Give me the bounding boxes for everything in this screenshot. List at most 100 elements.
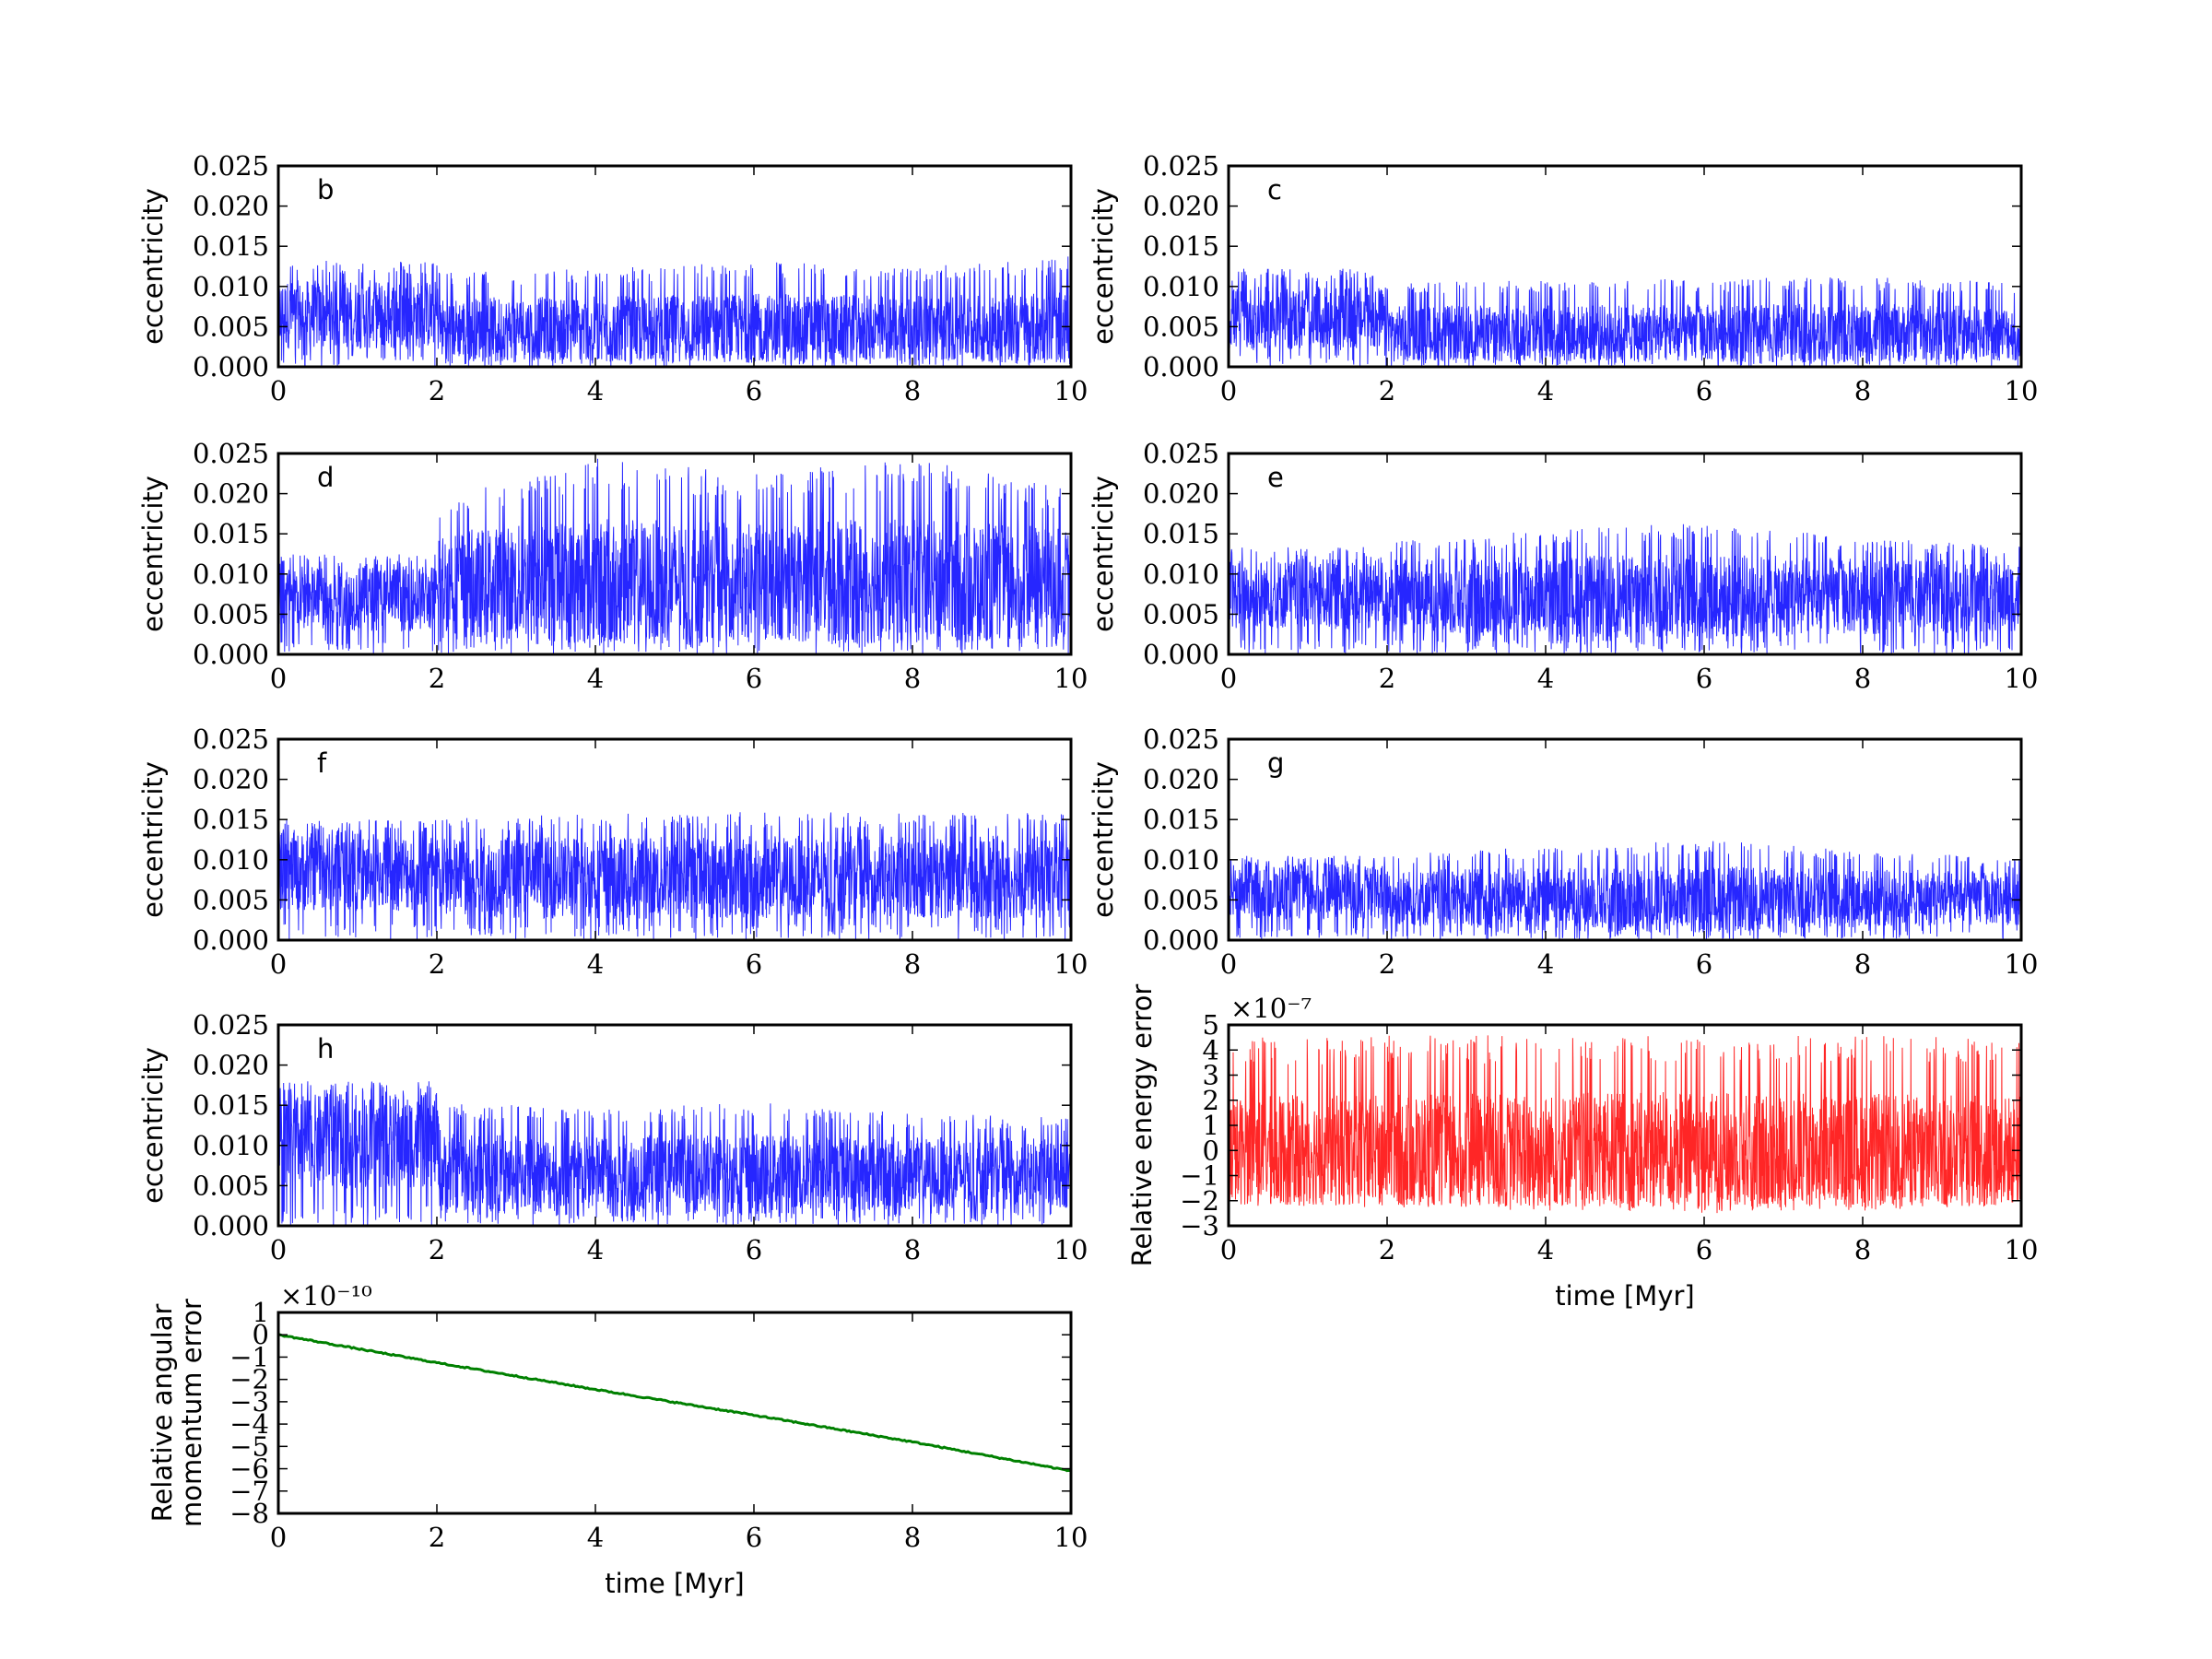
axes-frame (1227, 737, 2023, 942)
x-tick-label: 10 (2005, 663, 2039, 694)
y-tick-label: 0.020 (193, 1050, 269, 1081)
y-tick-label: 0.000 (1143, 924, 1219, 956)
series-g (1229, 841, 2021, 940)
x-axis-label: time [Myr] (1555, 1280, 1694, 1312)
x-tick-label: 10 (1054, 1234, 1088, 1265)
x-tick-label: 8 (1854, 948, 1871, 980)
x-tick-label: 6 (746, 663, 762, 694)
y-axis-label: eccentricity (137, 761, 169, 918)
y-tick-label: 0.010 (1143, 271, 1219, 302)
x-tick-label: 6 (746, 948, 762, 980)
y-tick-label: 0.010 (193, 844, 269, 876)
axes-frame (276, 1311, 1073, 1515)
x-tick-label: 0 (1220, 663, 1237, 694)
panel-label: b (317, 174, 334, 206)
y-tick-label: 0.025 (193, 724, 269, 755)
x-tick-label: 10 (2005, 375, 2039, 406)
series-b (278, 256, 1071, 367)
x-tick-label: 8 (1854, 1234, 1871, 1265)
series-c (1229, 268, 2021, 367)
x-tick-label: 10 (1054, 1522, 1088, 1553)
axes-frame (276, 1023, 1073, 1228)
y-tick-label: 0.000 (193, 924, 269, 956)
panels: 0 2 4 6 8 100.0000.0050.0100.0150.0200.025ecc… (137, 150, 2038, 1599)
y-tick-label: −8 (229, 1498, 269, 1529)
x-tick-label: 0 (1220, 948, 1237, 980)
y-tick-label: 0.000 (193, 351, 269, 382)
y-tick-label: 4 (1203, 1034, 1219, 1065)
panel-label: e (1267, 462, 1284, 493)
x-tick-label: 4 (587, 375, 604, 406)
y-tick-label: 0.005 (193, 1170, 269, 1201)
y-tick-label: 0.015 (193, 230, 269, 262)
panel-d: 0 2 4 6 8 10 0.000 0.005 0.010 0.015 0.020 0.025 ecc… (137, 438, 1088, 694)
x-tick-label: 8 (904, 1522, 921, 1553)
x-tick-label: 6 (1696, 663, 1712, 694)
x-tick-label: 0 (270, 1234, 287, 1265)
panel-label: d (317, 462, 334, 493)
y-tick-label: 1 (253, 1297, 269, 1328)
y-tick-label: 0.015 (1143, 804, 1219, 835)
x-tick-label: 2 (429, 663, 445, 694)
data-line (1229, 524, 2021, 654)
y-axis-label-line: Relative angular (147, 1303, 178, 1522)
data-line (1229, 841, 2021, 940)
x-tick-label: 6 (1696, 375, 1712, 406)
y-axis-label: eccentricity (1088, 761, 1119, 918)
y-axis-label: eccentricity (137, 1047, 169, 1204)
y-tick-label: 0.000 (193, 639, 269, 670)
x-tick-label: 4 (587, 1522, 604, 1553)
y-tick-label: 0.025 (1143, 150, 1219, 182)
y-axis-label: eccentricity (1088, 188, 1119, 345)
y-tick-label: 0.005 (193, 598, 269, 629)
y-tick-label: 0.010 (1143, 844, 1219, 876)
x-tick-label: 6 (1696, 948, 1712, 980)
x-tick-label: 10 (2005, 948, 2039, 980)
series-f (278, 812, 1071, 940)
y-axis-label: eccentricity (137, 188, 169, 345)
y-tick-label: 0.005 (1143, 311, 1219, 342)
x-tick-label: 4 (1537, 1234, 1554, 1265)
y-tick-label: 0.010 (193, 559, 269, 590)
x-tick-label: 2 (429, 1522, 445, 1553)
x-tick-label: 4 (1537, 375, 1554, 406)
y-tick-label: 0.020 (193, 478, 269, 510)
y-tick-label: 0.010 (193, 1130, 269, 1161)
y-axis-label: eccentricity (1088, 476, 1119, 632)
scale-exponent: ×10⁻¹⁰ (280, 1280, 372, 1312)
panel-label: c (1267, 174, 1282, 206)
y-tick-label: −4 (229, 1408, 269, 1440)
panel-b: 0 2 4 6 8 10 0.000 0.005 0.010 0.015 0.020 0.025 ecc… (137, 150, 1088, 406)
y-tick-label: 5 (1203, 1009, 1219, 1041)
y-tick-label: −3 (229, 1386, 269, 1418)
y-tick-label: 0.025 (193, 438, 269, 469)
x-tick-label: 8 (904, 375, 921, 406)
axes-frame (276, 164, 1073, 369)
y-tick-label: −1 (229, 1341, 269, 1372)
panel-e: 0 2 4 6 8 10 0.000 0.005 0.010 0.015 0.020 0.025 ecc… (1088, 438, 2038, 694)
y-tick-label: 0.015 (193, 518, 269, 549)
panel-label: h (317, 1033, 334, 1065)
x-tick-label: 8 (904, 663, 921, 694)
y-tick-label: 0.025 (1143, 438, 1219, 469)
x-tick-label: 2 (1379, 948, 1395, 980)
x-tick-label: 0 (270, 663, 287, 694)
y-tick-label: 0.020 (1143, 191, 1219, 222)
panel-c: 0 2 4 6 8 10 0.000 0.005 0.010 0.015 0.020 0.025 ecc… (1088, 150, 2038, 406)
y-tick-label: 0.025 (193, 150, 269, 182)
x-tick-label: 8 (1854, 663, 1871, 694)
x-tick-label: 6 (746, 375, 762, 406)
x-tick-label: 2 (1379, 663, 1395, 694)
axes-frame (1227, 452, 2023, 656)
y-tick-label: 0.005 (193, 311, 269, 342)
data-line (1229, 1035, 2021, 1214)
y-tick-label: −2 (1180, 1185, 1219, 1217)
data-line (278, 1333, 1071, 1473)
x-tick-label: 6 (1696, 1234, 1712, 1265)
series-d (278, 458, 1071, 654)
x-tick-label: 2 (429, 948, 445, 980)
y-tick-label: −5 (229, 1430, 269, 1462)
y-tick-label: 0.025 (193, 1009, 269, 1041)
x-tick-label: 10 (1054, 663, 1088, 694)
